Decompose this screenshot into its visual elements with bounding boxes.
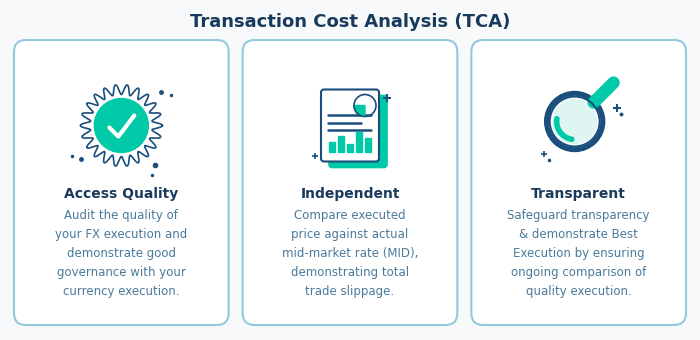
Text: Independent: Independent	[300, 187, 400, 201]
Text: Transaction Cost Analysis (TCA): Transaction Cost Analysis (TCA)	[190, 13, 510, 31]
Text: Audit the quality of
your FX execution and
demonstrate good
governance with your: Audit the quality of your FX execution a…	[55, 209, 188, 298]
Circle shape	[545, 91, 605, 152]
Polygon shape	[80, 85, 162, 166]
FancyBboxPatch shape	[471, 40, 686, 325]
Bar	[338, 136, 344, 152]
Text: Access Quality: Access Quality	[64, 187, 178, 201]
Circle shape	[550, 97, 600, 147]
FancyBboxPatch shape	[243, 40, 457, 325]
FancyBboxPatch shape	[329, 96, 387, 168]
Bar	[329, 141, 335, 152]
Bar	[365, 137, 371, 152]
FancyBboxPatch shape	[321, 89, 379, 162]
Polygon shape	[354, 105, 365, 117]
FancyBboxPatch shape	[14, 40, 229, 325]
Text: Compare executed
price against actual
mid-market rate (MID),
demonstrating total: Compare executed price against actual mi…	[282, 209, 418, 298]
Circle shape	[94, 99, 148, 153]
Bar	[356, 132, 362, 152]
Text: Safeguard transparency
& demonstrate Best
Execution by ensuring
ongoing comparis: Safeguard transparency & demonstrate Bes…	[508, 209, 650, 298]
Bar	[347, 143, 353, 152]
Circle shape	[354, 95, 376, 117]
Circle shape	[553, 100, 596, 143]
Text: Transparent: Transparent	[531, 187, 626, 201]
